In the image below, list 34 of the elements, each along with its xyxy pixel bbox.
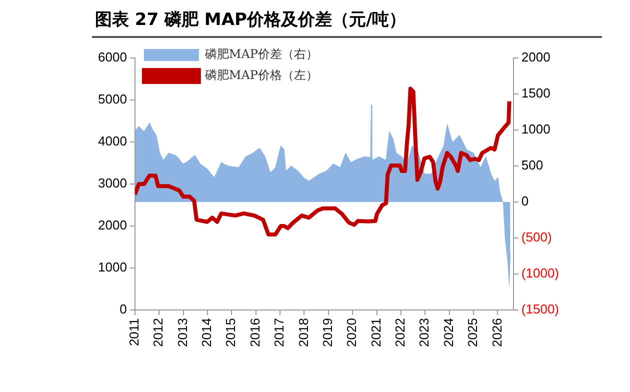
y2-tick-label: 2000 xyxy=(521,50,550,65)
x-tick-label: 2024 xyxy=(440,318,456,347)
y2-tick-label: (500) xyxy=(521,230,552,245)
legend-label: 磷肥MAP价差（右） xyxy=(204,47,318,62)
x-tick-label: 2022 xyxy=(392,318,408,347)
x-tick-label: 2016 xyxy=(247,318,262,347)
y2-tick-label: 0 xyxy=(521,194,529,209)
x-tick-label: 2012 xyxy=(150,318,166,347)
y2-tick-label: (1500) xyxy=(521,302,559,317)
x-tick-label: 2020 xyxy=(344,318,360,347)
x-tick-label: 2019 xyxy=(320,318,335,347)
x-tick-label: 2021 xyxy=(368,318,384,347)
x-tick-label: 2013 xyxy=(174,318,190,347)
y2-tick-label: 1500 xyxy=(521,86,550,101)
y-tick-label: 4000 xyxy=(98,134,127,149)
y-tick-label: 5000 xyxy=(98,92,127,107)
y-tick-label: 3000 xyxy=(98,176,127,191)
y2-tick-label: 500 xyxy=(521,158,544,173)
x-tick-label: 2015 xyxy=(223,318,238,347)
y2-tick-label: 1000 xyxy=(521,122,550,137)
x-tick-label: 2025 xyxy=(465,318,480,347)
x-tick-label: 2014 xyxy=(199,318,214,347)
y-tick-label: 0 xyxy=(120,302,127,317)
x-tick-label: 2023 xyxy=(416,318,432,347)
y-tick-label: 2000 xyxy=(98,218,127,233)
chart-title: 图表 27 磷肥 MAP价格及价差（元/吨） xyxy=(95,9,406,31)
x-tick-label: 2011 xyxy=(126,318,142,346)
y-tick-label: 1000 xyxy=(98,260,127,275)
y-tick-label: 6000 xyxy=(98,50,127,65)
x-tick-label: 2018 xyxy=(296,318,311,347)
legend-label: 磷肥MAP价格（左） xyxy=(204,68,318,82)
x-tick-label: 2026 xyxy=(489,318,504,347)
x-tick-label: 2017 xyxy=(272,318,287,347)
y2-tick-label: (1000) xyxy=(521,266,559,281)
